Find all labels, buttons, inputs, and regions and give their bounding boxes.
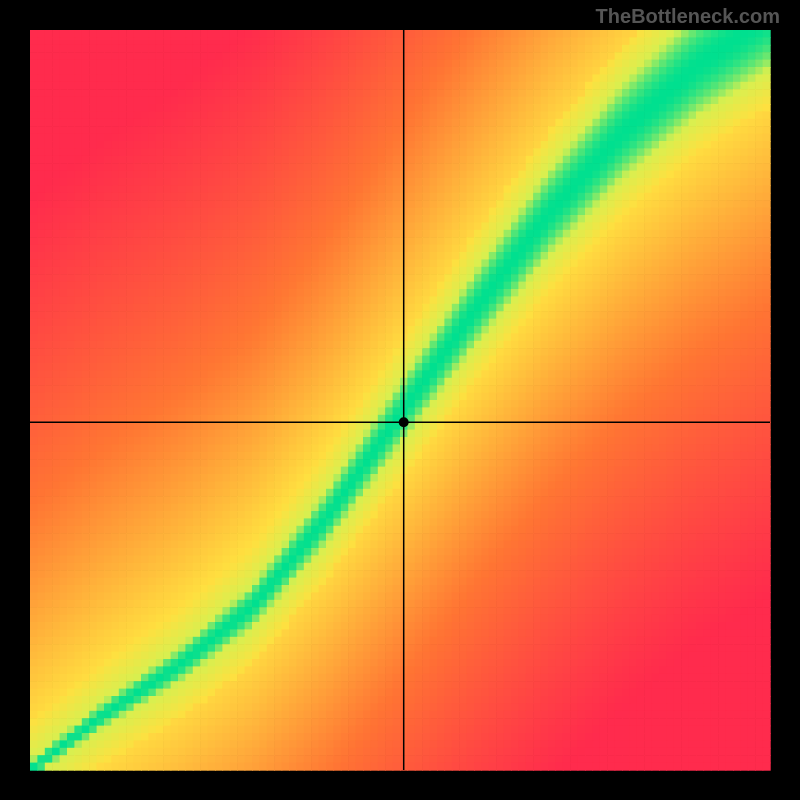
heatmap-canvas xyxy=(0,0,800,800)
chart-container: TheBottleneck.com xyxy=(0,0,800,800)
watermark-text: TheBottleneck.com xyxy=(596,6,780,29)
